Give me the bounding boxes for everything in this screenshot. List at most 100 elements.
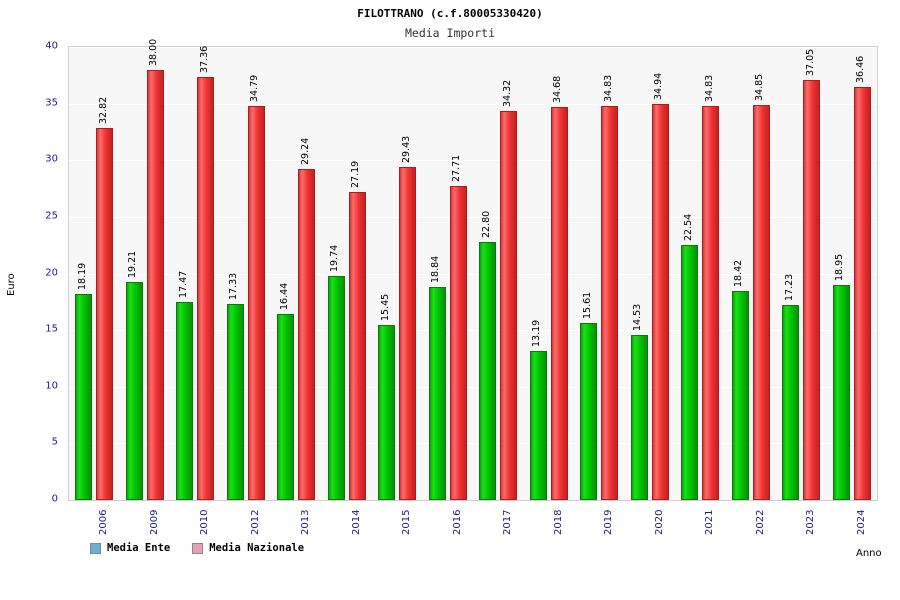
legend-item-media-nazionale[interactable]: Media Nazionale (192, 542, 304, 554)
bar-body (247, 106, 265, 500)
bar-media-nazionale-2022[interactable] (752, 105, 770, 500)
bar-value-label: 18.84 (430, 255, 442, 283)
bar-media-nazionale-2012[interactable] (247, 106, 265, 500)
bar-media-nazionale-2016[interactable] (449, 186, 467, 500)
bar-media-ente-2014[interactable] (327, 276, 345, 500)
bar-media-nazionale-2019[interactable] (601, 105, 619, 500)
gridline (69, 386, 877, 388)
bar-body (146, 69, 164, 500)
bar-value-label: 17.23 (783, 273, 795, 301)
x-axis-tick-label: 2013 (300, 509, 312, 535)
bar-media-ente-2021[interactable] (681, 244, 699, 500)
bar-value-label: 17.33 (228, 272, 240, 300)
bar-body (348, 192, 366, 500)
x-axis-tick-label: 2024 (855, 509, 867, 535)
y-axis-tick-label: 35 (45, 97, 58, 109)
x-axis-tick-label: 2009 (148, 509, 160, 535)
bar-media-ente-2017[interactable] (479, 241, 497, 500)
bar-value-label: 38.00 (148, 38, 160, 66)
bar-body (782, 304, 800, 500)
y-axis-tick-label: 25 (45, 210, 58, 222)
y-axis-tick-label: 0 (51, 493, 58, 505)
bar-body (832, 285, 850, 500)
bar-body (731, 291, 749, 500)
bar-value-label: 37.05 (804, 49, 816, 77)
bar-media-nazionale-2015[interactable] (399, 166, 417, 500)
x-axis-tick-label: 2017 (502, 509, 514, 535)
bar-media-nazionale-2017[interactable] (500, 111, 518, 500)
bar-media-ente-2013[interactable] (277, 313, 295, 500)
bar-media-ente-2022[interactable] (731, 291, 749, 500)
bar-value-label: 27.19 (350, 160, 362, 189)
bar-media-nazionale-2018[interactable] (550, 107, 568, 500)
bar-body (651, 104, 669, 500)
bar-body (580, 323, 598, 500)
bar-value-label: 34.68 (552, 76, 564, 104)
bar-media-nazionale-2023[interactable] (803, 80, 821, 500)
bar-body (327, 276, 345, 500)
bar-body (550, 107, 568, 500)
bar-media-ente-2006[interactable] (75, 294, 93, 500)
bar-media-nazionale-2013[interactable] (298, 168, 316, 500)
gridline (69, 47, 877, 48)
bar-body (176, 302, 194, 500)
x-axis-tick-label: 2021 (704, 509, 716, 535)
bar-body (479, 241, 497, 500)
y-axis-title: Euro (6, 273, 17, 296)
bar-value-label: 14.53 (632, 304, 644, 332)
bar-media-ente-2015[interactable] (378, 325, 396, 500)
legend-swatch-icon (192, 542, 204, 554)
bar-value-label: 36.46 (855, 55, 867, 84)
bar-value-label: 15.45 (379, 293, 391, 322)
bar-value-label: 22.54 (682, 213, 694, 241)
bar-media-ente-2009[interactable] (125, 282, 143, 500)
legend-label: Media Nazionale (209, 542, 305, 554)
bar-media-ente-2020[interactable] (630, 335, 648, 500)
bar-value-label: 34.32 (501, 80, 513, 108)
x-axis-tick-label: 2015 (401, 509, 413, 535)
bar-body (428, 286, 446, 500)
x-axis-tick-label: 2006 (98, 509, 110, 535)
gridline (69, 443, 877, 445)
bar-body (681, 244, 699, 500)
bar-value-label: 34.85 (754, 74, 766, 102)
y-axis: Euro 0 5 10 15 20 25 30 35 40 (0, 41, 64, 505)
bar-media-ente-2023[interactable] (782, 304, 800, 500)
bar-media-ente-2019[interactable] (580, 323, 598, 500)
bar-body (601, 105, 619, 500)
bar-media-nazionale-2006[interactable] (96, 128, 114, 500)
bar-body (96, 128, 114, 500)
bar-value-label: 34.83 (703, 74, 715, 102)
bar-media-ente-2012[interactable] (226, 303, 244, 500)
bar-media-ente-2024[interactable] (832, 285, 850, 500)
bar-media-nazionale-2014[interactable] (348, 192, 366, 500)
bar-media-ente-2018[interactable] (529, 350, 547, 500)
gridline (69, 216, 877, 218)
bar-body (752, 105, 770, 500)
bar-value-label: 29.43 (400, 135, 412, 163)
x-axis-tick-label: 2016 (451, 509, 463, 535)
bar-media-nazionale-2009[interactable] (146, 69, 164, 500)
bar-body (702, 105, 720, 500)
bar-body (75, 294, 93, 500)
legend-item-media-ente[interactable]: Media Ente (90, 542, 170, 554)
y-axis-tick-label: 30 (45, 153, 58, 165)
bar-body (853, 87, 871, 500)
y-axis-tick-label: 5 (51, 436, 58, 448)
bar-media-ente-2010[interactable] (176, 302, 194, 500)
bar-media-nazionale-2024[interactable] (853, 87, 871, 500)
bar-media-nazionale-2020[interactable] (651, 104, 669, 500)
x-axis-tick-label: 2014 (350, 509, 362, 535)
bar-body (378, 325, 396, 500)
bar-media-nazionale-2010[interactable] (197, 76, 215, 500)
x-axis-title: Anno (856, 548, 882, 559)
bar-body (803, 80, 821, 500)
gridline (69, 103, 877, 105)
bar-body (277, 313, 295, 500)
bar-media-nazionale-2021[interactable] (702, 105, 720, 500)
bar-body (399, 166, 417, 500)
bar-media-ente-2016[interactable] (428, 286, 446, 500)
bar-value-label: 16.44 (278, 282, 290, 310)
bar-value-label: 29.24 (299, 137, 311, 165)
